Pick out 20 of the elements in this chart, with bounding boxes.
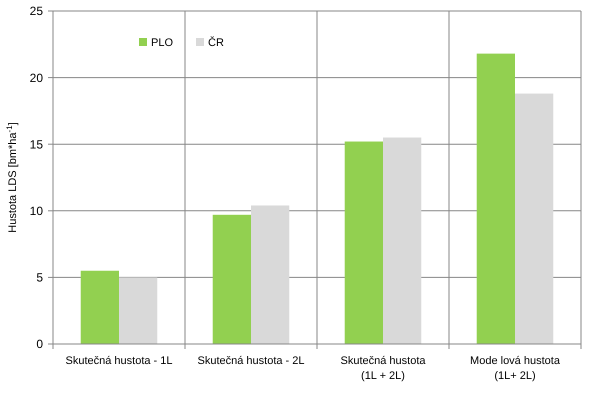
- x-tick-label: Skutečná hustota (1L + 2L): [340, 355, 426, 382]
- bar: [476, 54, 515, 344]
- x-tick-label: Skutečná hustota - 2L: [197, 355, 305, 367]
- bar: [212, 214, 251, 344]
- bar: [383, 138, 422, 344]
- y-tick-label: 5: [36, 270, 44, 285]
- bar: [80, 270, 119, 344]
- bar: [119, 277, 158, 344]
- legend-label: ČR: [208, 36, 224, 49]
- y-tick-label: 10: [30, 204, 44, 218]
- y-tick-label: 15: [30, 137, 44, 152]
- bar: [344, 142, 383, 344]
- x-tick-label: Mode lová hustota (1L+ 2L): [470, 355, 561, 382]
- bar: [251, 205, 290, 344]
- y-tick-label: 0: [36, 337, 44, 352]
- legend-label: PLO: [151, 36, 174, 49]
- bar: [515, 94, 554, 344]
- x-tick-label: Skutečná hustota - 1L: [65, 355, 173, 367]
- y-tick-label: 25: [30, 4, 44, 18]
- y-tick-label: 20: [30, 70, 44, 85]
